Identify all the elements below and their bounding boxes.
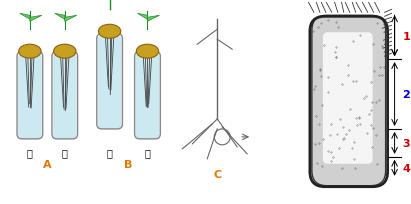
FancyBboxPatch shape — [98, 37, 122, 129]
Text: 4: 4 — [402, 163, 411, 173]
Text: 乙: 乙 — [145, 147, 150, 157]
Text: C: C — [213, 169, 221, 179]
FancyBboxPatch shape — [136, 54, 159, 139]
FancyBboxPatch shape — [312, 16, 386, 186]
Polygon shape — [20, 14, 30, 20]
Polygon shape — [55, 14, 65, 20]
Text: 乙: 乙 — [62, 147, 68, 157]
FancyBboxPatch shape — [53, 54, 76, 139]
Ellipse shape — [99, 25, 121, 39]
Polygon shape — [148, 16, 159, 22]
FancyBboxPatch shape — [18, 54, 42, 139]
Ellipse shape — [19, 45, 41, 59]
FancyBboxPatch shape — [323, 33, 373, 164]
Text: A: A — [42, 159, 51, 169]
Polygon shape — [30, 16, 42, 22]
Text: 甲: 甲 — [107, 147, 113, 157]
Text: 甲: 甲 — [27, 147, 33, 157]
Text: 2: 2 — [402, 90, 410, 100]
Ellipse shape — [136, 45, 159, 59]
Ellipse shape — [53, 45, 76, 59]
Text: 3: 3 — [402, 138, 410, 148]
Polygon shape — [65, 16, 77, 22]
Text: B: B — [125, 159, 133, 169]
Polygon shape — [138, 14, 148, 20]
Text: 1: 1 — [402, 32, 410, 42]
